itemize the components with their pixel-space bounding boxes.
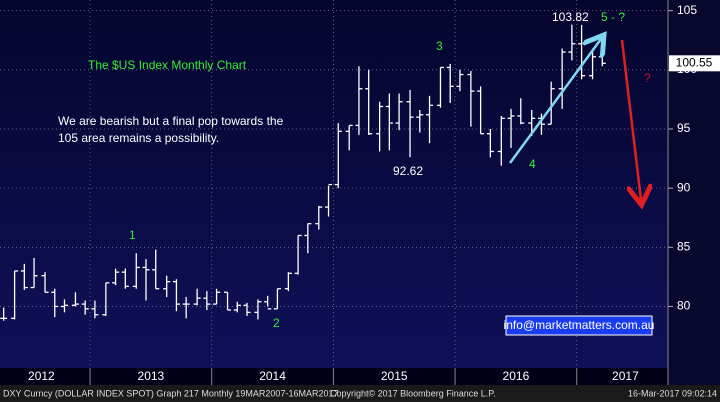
ohlc-bar — [213, 288, 221, 305]
footer-text: 16-Mar-2017 09:02:14 — [628, 388, 717, 398]
x-tick-label: 2014 — [259, 369, 286, 383]
ohlc-bar — [224, 291, 232, 311]
ohlc-bar — [334, 123, 342, 189]
ohlc-bar — [486, 128, 494, 158]
x-tick-label: 2012 — [28, 369, 55, 383]
footer-text: DXY Curncy (DOLLAR INDEX SPOT) Graph 217… — [3, 388, 338, 398]
wave-label: 2 — [273, 316, 280, 330]
ohlc-bar — [254, 299, 262, 320]
x-tick-label: 2016 — [503, 369, 530, 383]
ohlc-bar — [436, 66, 444, 108]
x-tick-label: 2013 — [138, 369, 165, 383]
ohlc-bar — [102, 282, 110, 316]
ohlc-bar — [304, 222, 312, 254]
ohlc-bar — [11, 270, 19, 320]
ohlc-bar — [406, 89, 414, 158]
up-arrow — [508, 39, 601, 164]
ohlc-bar — [578, 24, 586, 80]
ohlc-bar — [355, 66, 363, 135]
ohlc-bar — [284, 272, 292, 292]
ohlc-bar — [233, 301, 241, 313]
ohlc-bar — [456, 69, 464, 92]
ohlc-bar — [385, 93, 393, 151]
ohlc-bar — [325, 183, 333, 217]
comment: We are bearish but a final pop towards t… — [58, 114, 284, 128]
email-box — [505, 315, 653, 336]
ohlc-bar — [568, 24, 576, 61]
ohlc-bar — [395, 93, 403, 131]
ohlc-bar — [91, 300, 99, 319]
wave-label: 5 - ? — [601, 10, 625, 24]
ohlc-bar — [71, 292, 79, 307]
x-axis-band — [0, 368, 668, 385]
footer-bar — [0, 385, 720, 402]
wave-label: 1 — [129, 228, 136, 242]
ohlc-bar — [365, 69, 373, 135]
ohlc-bar — [416, 110, 424, 133]
ohlc-bar — [51, 288, 59, 318]
ohlc-bar — [477, 86, 485, 135]
y-tick-label: 80 — [677, 299, 691, 313]
ohlc-bar — [467, 70, 475, 127]
y-tick-label: 85 — [677, 239, 691, 253]
ohlc-bar — [60, 299, 68, 313]
ohlc-bar — [132, 253, 140, 289]
ohlc-bar — [537, 113, 545, 135]
ohlc-bar — [264, 295, 272, 310]
ohlc-bar — [193, 288, 201, 306]
ohlc-bar — [497, 115, 505, 166]
high-label: 103.82 — [552, 10, 589, 24]
comment: 105 area remains a possibility. — [58, 131, 219, 145]
ohlc-bar — [152, 249, 160, 290]
ohlc-bar — [507, 108, 515, 148]
y-tick-label: 90 — [677, 180, 691, 194]
ohlc-bar — [517, 98, 525, 125]
ohlc-bar — [315, 205, 323, 230]
footer-text: Copyright© 2017 Bloomberg Finance L.P. — [330, 388, 496, 398]
last-price-label: 100.55 — [676, 55, 713, 69]
ohlc-bar — [172, 279, 180, 312]
ohlc-bar — [121, 268, 129, 289]
low-label: 92.62 — [393, 164, 423, 178]
ohlc-bar — [273, 288, 281, 310]
chart-title: The $US Index Monthly Chart — [88, 58, 247, 72]
question-mark: ? — [644, 71, 651, 85]
last-price-box — [669, 55, 720, 72]
ohlc-bar — [142, 259, 150, 301]
ohlc-bar — [112, 268, 120, 286]
ohlc-bar — [203, 291, 211, 311]
ohlc-bar — [0, 307, 8, 321]
x-tick-label: 2015 — [381, 369, 408, 383]
ohlc-bar — [558, 48, 566, 109]
x-tick-label: 2017 — [612, 369, 639, 383]
ohlc-bar — [30, 257, 38, 289]
y-tick-label: 95 — [677, 121, 691, 135]
ohlc-bar — [446, 63, 454, 103]
ohlc-bar — [163, 275, 171, 298]
down-arrow — [620, 39, 641, 200]
ohlc-bar — [182, 297, 190, 319]
ohlc-bar — [547, 81, 555, 125]
wave-label: 3 — [436, 39, 443, 53]
ohlc-bar — [20, 263, 28, 290]
ohlc-bar — [294, 234, 302, 275]
ohlc-bar — [81, 300, 89, 315]
ohlc-bar — [243, 302, 251, 316]
wave-label: 4 — [529, 157, 536, 171]
y-tick-label: 105 — [677, 3, 697, 17]
ohlc-bar — [41, 272, 49, 293]
email: info@marketmatters.com.au — [504, 318, 655, 332]
ohlc-bar — [426, 95, 434, 144]
ohlc-bar — [376, 101, 384, 152]
ohlc-bar — [345, 124, 353, 151]
